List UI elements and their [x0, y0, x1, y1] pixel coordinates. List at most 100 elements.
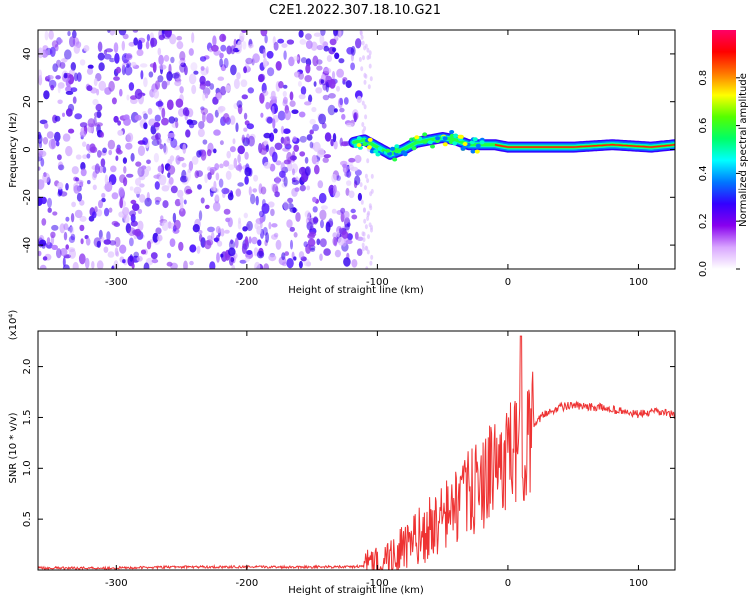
heatmap-noise-cell — [154, 114, 161, 122]
heatmap-noise-cell — [325, 221, 331, 233]
heatmap-noise-cell — [225, 217, 231, 223]
heatmap-noise-cell — [338, 30, 342, 38]
heatmap-noise-cell — [87, 64, 94, 70]
heatmap-noise-cell — [98, 62, 105, 72]
heatmap-noise-cell — [220, 228, 225, 237]
heatmap-noise-cell — [95, 122, 103, 127]
heatmap-noise-cell — [311, 154, 318, 165]
heatmap-noise-cell — [244, 176, 249, 185]
heatmap-noise-cell — [217, 107, 224, 114]
heatmap-signal-blob — [452, 141, 458, 146]
heatmap-signal-blob — [411, 146, 417, 151]
heatmap-noise-cell — [283, 200, 290, 211]
heatmap-noise-cell — [297, 80, 302, 87]
heatmap-noise-cell — [103, 246, 109, 253]
heatmap-noise-cell — [247, 135, 255, 147]
heatmap-noise-cell — [293, 232, 298, 238]
heatmap-noise-cell — [38, 250, 42, 257]
colorbar-label: Normalized spectral amplitude — [738, 73, 749, 227]
heatmap-noise-cell — [220, 44, 227, 52]
heatmap-noise-cell — [121, 63, 125, 70]
heatmap-y-tick-label: 0 — [22, 146, 33, 152]
heatmap-noise-cell — [350, 62, 355, 71]
colorbar-tick-label: 0.2 — [698, 213, 709, 229]
heatmap-noise-cell — [111, 220, 119, 226]
heatmap-noise-cell — [312, 206, 318, 213]
heatmap-noise-cell — [42, 256, 48, 261]
heatmap-noise-cell — [111, 192, 119, 200]
heatmap-noise-cell — [157, 75, 164, 83]
heatmap-noise-cell — [327, 104, 336, 116]
heatmap-noise-cell — [167, 132, 176, 138]
heatmap-noise-cell — [202, 92, 206, 101]
heatmap-noise-cell — [323, 154, 331, 159]
heatmap-noise-cell — [69, 226, 75, 235]
heatmap-noise-cell — [69, 36, 76, 48]
heatmap-noise-cell — [230, 239, 234, 245]
heatmap-noise-cell — [103, 53, 112, 60]
heatmap-noise-cell — [97, 52, 105, 61]
heatmap-noise-cell — [43, 90, 50, 100]
heatmap-noise-cell — [235, 122, 239, 133]
heatmap-noise-cell — [102, 166, 107, 174]
heatmap-noise-cell — [140, 70, 144, 80]
heatmap-noise-cell — [59, 61, 66, 69]
heatmap-noise-cell — [79, 122, 88, 128]
heatmap-noise-cell — [346, 180, 352, 186]
heatmap-noise-cell — [292, 136, 297, 142]
heatmap-noise-cell — [263, 263, 270, 269]
heatmap-noise-cell — [218, 178, 224, 188]
heatmap-noise-cell — [137, 39, 143, 51]
heatmap-noise-cell — [319, 253, 323, 261]
heatmap-noise-cell — [242, 41, 247, 50]
heatmap-noise-cell — [158, 64, 167, 70]
heatmap-noise-cell — [157, 165, 163, 173]
heatmap-noise-cell — [263, 161, 271, 169]
heatmap-noise-cell — [222, 113, 230, 123]
heatmap-noise-cell — [305, 166, 311, 176]
heatmap-noise-cell — [343, 257, 351, 267]
snr-y-tick-label: 0.5 — [22, 511, 33, 527]
heatmap-noise-cell — [174, 80, 182, 87]
heatmap-noise-cell — [338, 227, 343, 234]
heatmap-noise-cell — [163, 54, 170, 62]
heatmap-noise-cell — [154, 181, 160, 190]
heatmap-noise-cell — [304, 156, 309, 164]
heatmap-y-tick-label: 40 — [22, 48, 33, 61]
heatmap-noise-cell — [98, 229, 103, 240]
heatmap-noise-cell — [80, 127, 85, 133]
heatmap-noise-cell — [248, 43, 255, 48]
heatmap-noise-cell — [63, 223, 69, 231]
heatmap-noise-cell — [84, 257, 90, 269]
heatmap-noise-cell — [300, 86, 307, 96]
heatmap-noise-cell — [192, 224, 200, 233]
heatmap-noise-cell — [57, 154, 62, 161]
heatmap-noise-cell — [196, 245, 201, 254]
heatmap-noise-cell — [70, 233, 76, 241]
heatmap-noise-cell — [344, 223, 350, 231]
heatmap-noise-cell — [121, 40, 126, 51]
heatmap-noise-cell — [65, 145, 73, 157]
heatmap-noise-cell — [115, 251, 120, 257]
heatmap-noise-cell — [58, 164, 65, 171]
heatmap-signal-blob — [375, 152, 381, 157]
heatmap-noise-cell — [294, 187, 300, 192]
heatmap-noise-cell — [214, 194, 220, 201]
heatmap-noise-cell — [231, 264, 236, 269]
heatmap-noise-cell — [271, 223, 278, 228]
heatmap-noise-cell — [65, 108, 73, 117]
heatmap-noise-cell — [166, 137, 172, 143]
heatmap-noise-cell — [316, 65, 323, 71]
heatmap-noise-cell — [143, 262, 150, 269]
heatmap-noise-cell — [175, 98, 184, 108]
heatmap-signal-blob — [453, 133, 459, 138]
heatmap-noise-cell — [368, 50, 372, 56]
heatmap-noise-cell — [363, 185, 367, 191]
heatmap-noise-cell — [169, 238, 176, 248]
heatmap-noise-cell — [205, 93, 209, 99]
snr-multiplier-label: (x10⁴) — [8, 310, 19, 341]
heatmap-noise-cell — [346, 170, 351, 178]
heatmap-noise-cell — [350, 45, 356, 56]
colorbar: 0.0 0.2 0.4 0.6 0.8 Normalized spectral ampl… — [698, 30, 749, 277]
